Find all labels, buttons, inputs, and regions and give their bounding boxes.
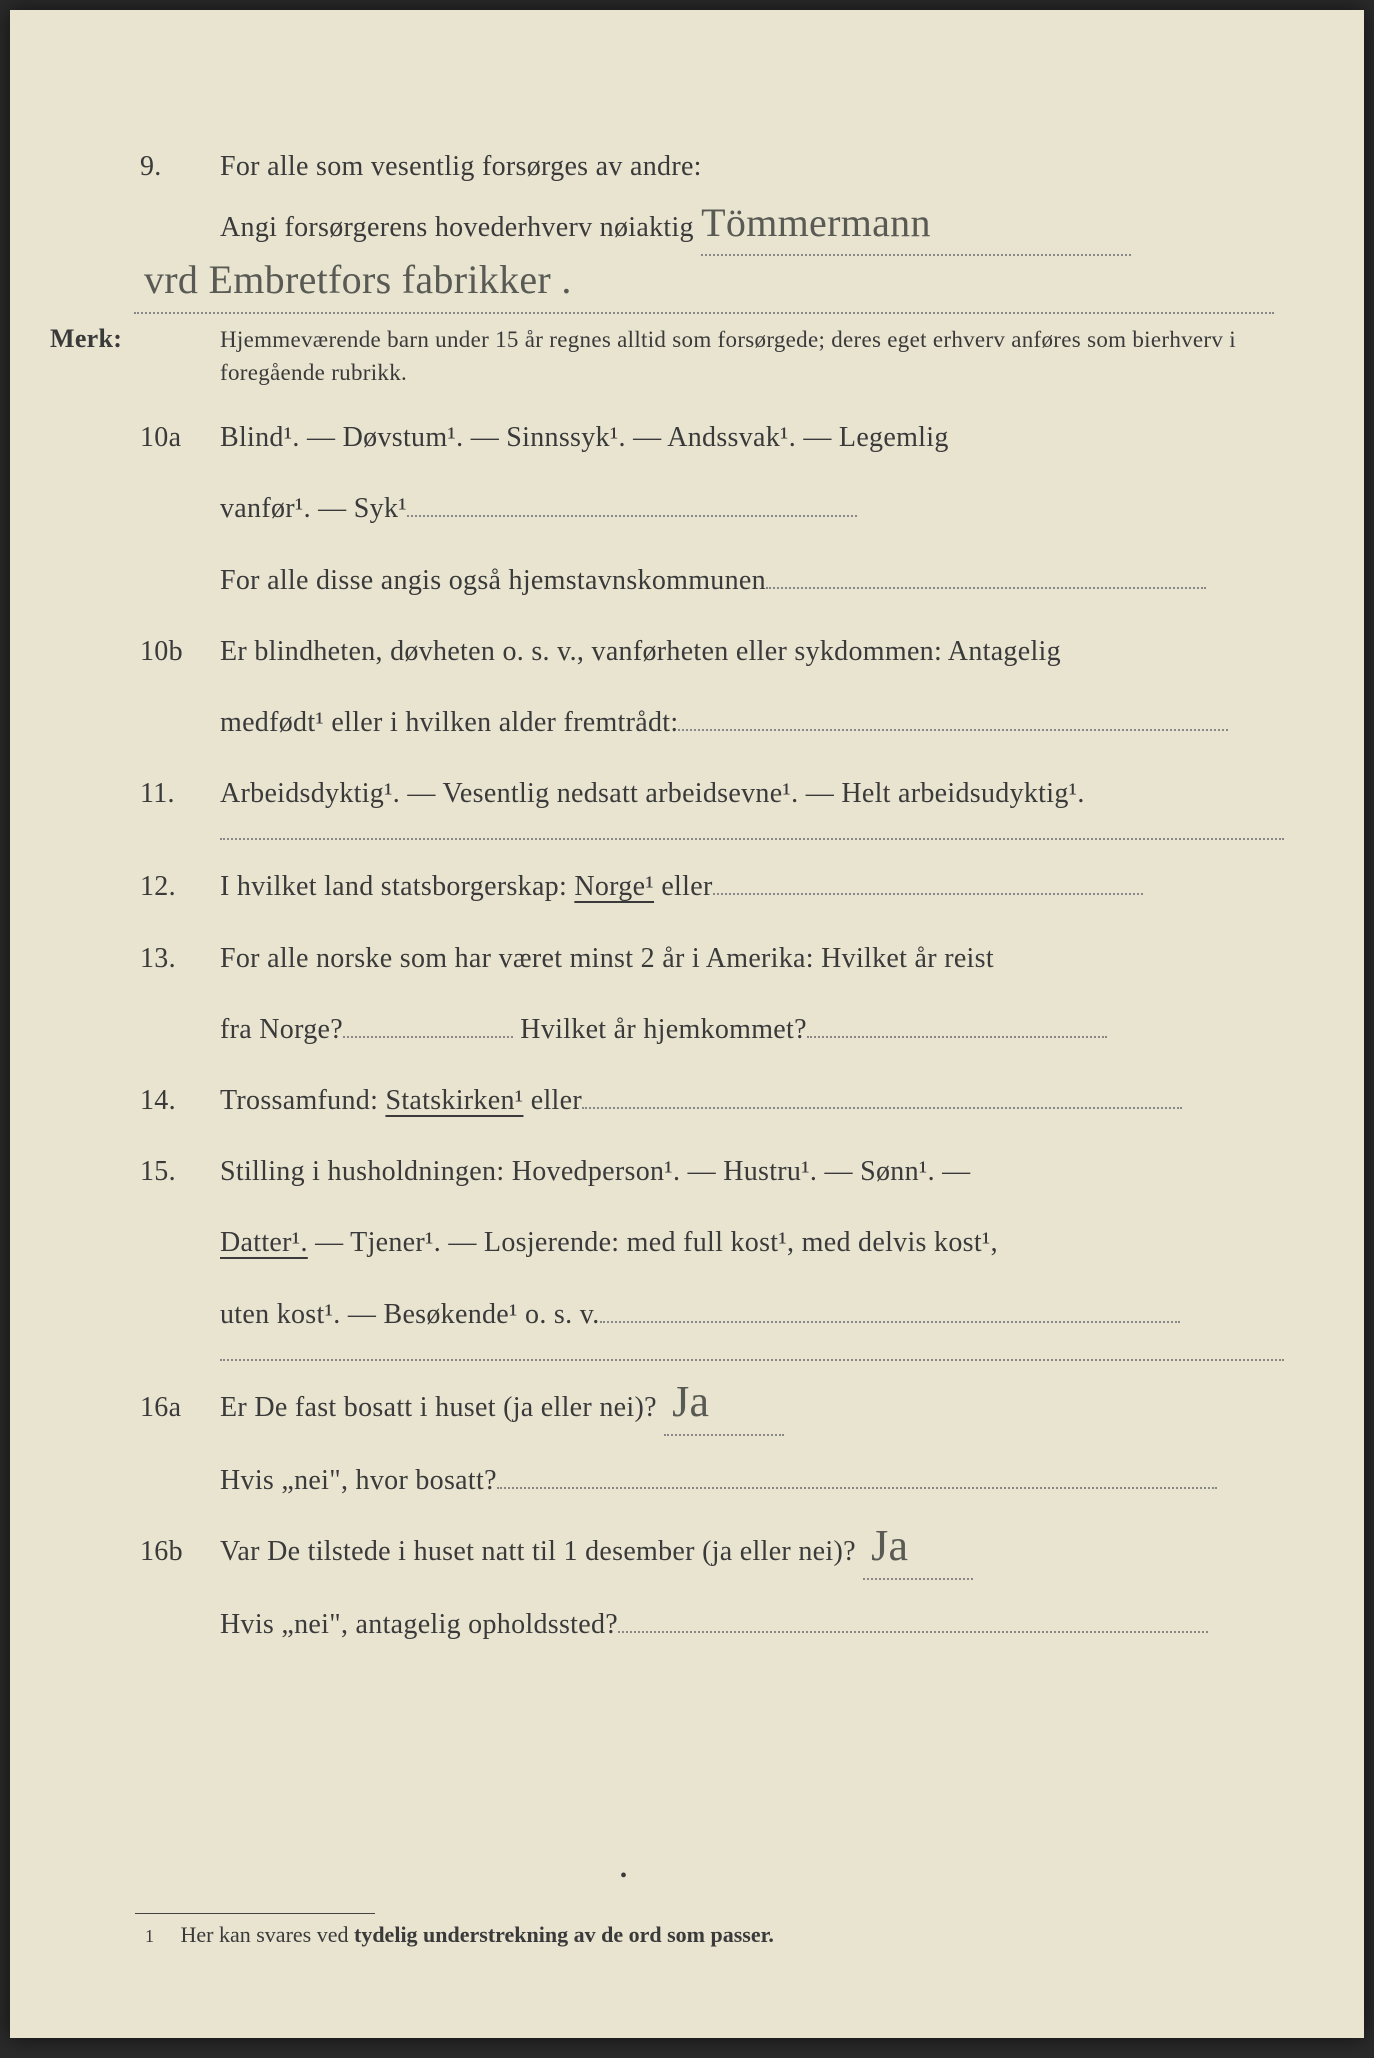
- footnote-block: 1 Her kan svares ved tydelig understrekn…: [50, 1883, 1284, 1948]
- q10b-line1: Er blindheten, døvheten o. s. v., vanfør…: [220, 625, 1284, 678]
- q14-content: Trossamfund: Statskirken¹ eller: [220, 1074, 1284, 1127]
- q16a-hand: Ja: [664, 1384, 709, 1419]
- q16a-row2: Hvis „nei", hvor bosatt?: [140, 1454, 1284, 1507]
- q15-row3: uten kost¹. — Besøkende¹ o. s. v.: [140, 1288, 1284, 1341]
- q12-number: 12.: [140, 860, 220, 913]
- q16a-fill: Ja: [664, 1381, 784, 1436]
- q16b-fill: Ja: [863, 1525, 973, 1580]
- q13-row2: fra Norge? Hvilket år hjemkommet?: [140, 1003, 1284, 1056]
- q9-line1: For alle som vesentlig forsørges av andr…: [220, 140, 1284, 193]
- q9-number: 9.: [140, 140, 220, 193]
- q16a-line2: Hvis „nei", hvor bosatt?: [220, 1454, 1284, 1507]
- q10b-row2: medfødt¹ eller i hvilken alder fremtrådt…: [140, 696, 1284, 749]
- divider-1: [220, 838, 1284, 840]
- merk-text: Hjemmeværende barn under 15 år regnes al…: [140, 323, 1284, 390]
- q10a-row2: vanfør¹. — Syk¹: [140, 482, 1284, 535]
- q15-row2: Datter¹. — Tjener¹. — Losjerende: med fu…: [140, 1216, 1284, 1269]
- q11-text: Arbeidsdyktig¹. — Vesentlig nedsatt arbe…: [220, 767, 1284, 820]
- q9-row1: 9. For alle som vesentlig forsørges av a…: [140, 140, 1284, 193]
- q10b-number: 10b: [140, 625, 220, 678]
- q12-row: 12. I hvilket land statsborgerskap: Norg…: [140, 860, 1284, 913]
- q9-row2: Angi forsørgerens hovederhverv nøiaktig …: [140, 201, 1284, 256]
- q15-line1: Stilling i husholdningen: Hovedperson¹. …: [220, 1145, 1284, 1198]
- q9-hand2: vrd Embretfors fabrikker .: [134, 264, 572, 296]
- q16b-line2: Hvis „nei", antagelig opholdssted?: [220, 1598, 1284, 1651]
- q10b-row1: 10b Er blindheten, døvheten o. s. v., va…: [140, 625, 1284, 678]
- q15-row1: 15. Stilling i husholdningen: Hovedperso…: [140, 1145, 1284, 1198]
- q13-number: 13.: [140, 932, 220, 985]
- q15-selected: Datter¹.: [220, 1227, 308, 1258]
- q14-selected: Statskirken¹: [385, 1085, 523, 1116]
- q14-row: 14. Trossamfund: Statskirken¹ eller: [140, 1074, 1284, 1127]
- q15-line2: Datter¹. — Tjener¹. — Losjerende: med fu…: [220, 1216, 1284, 1269]
- q10a-row1: 10a Blind¹. — Døvstum¹. — Sinnssyk¹. — A…: [140, 411, 1284, 464]
- q15-line3: uten kost¹. — Besøkende¹ o. s. v.: [220, 1288, 1284, 1341]
- q16b-line1: Var De tilstede i huset natt til 1 desem…: [220, 1525, 1284, 1580]
- q12-selected: Norge¹: [574, 871, 654, 902]
- q10a-opts: Blind¹. — Døvstum¹. — Sinnssyk¹. — Andss…: [220, 411, 1284, 464]
- q16a-row1: 16a Er De fast bosatt i huset (ja eller …: [140, 1381, 1284, 1436]
- q11-number: 11.: [140, 767, 220, 820]
- q9-line3: vrd Embretfors fabrikker .: [134, 258, 1284, 313]
- footnote-text: 1 Her kan svares ved tydelig understrekn…: [145, 1922, 1284, 1948]
- census-form-page: 9. For alle som vesentlig forsørges av a…: [10, 10, 1364, 2038]
- q9-fill1: Tömmermann: [701, 201, 1131, 256]
- q11-row: 11. Arbeidsdyktig¹. — Vesentlig nedsatt …: [140, 767, 1284, 820]
- q16b-row2: Hvis „nei", antagelig opholdssted?: [140, 1598, 1284, 1651]
- q15-number: 15.: [140, 1145, 220, 1198]
- q16b-row1: 16b Var De tilstede i huset natt til 1 d…: [140, 1525, 1284, 1580]
- q9-fill2: vrd Embretfors fabrikker .: [134, 258, 1274, 313]
- merk-row: Merk: Hjemmeværende barn under 15 år reg…: [140, 320, 1284, 390]
- divider-2: [220, 1359, 1284, 1361]
- q10a-line3: For alle disse angis også hjemstavnskomm…: [220, 554, 1284, 607]
- q10a-opts2: vanfør¹. — Syk¹: [220, 482, 1284, 535]
- q10a-number: 10a: [140, 411, 220, 464]
- q16a-line1: Er De fast bosatt i huset (ja eller nei)…: [220, 1381, 1284, 1436]
- q12-content: I hvilket land statsborgerskap: Norge¹ e…: [220, 860, 1284, 913]
- q13-line1: For alle norske som har været minst 2 år…: [220, 932, 1284, 985]
- q9-hand1: Tömmermann: [701, 207, 931, 239]
- q14-number: 14.: [140, 1074, 220, 1127]
- q13-row1: 13. For alle norske som har været minst …: [140, 932, 1284, 985]
- footnote-rule: [135, 1913, 375, 1914]
- q13-line2: fra Norge? Hvilket år hjemkommet?: [220, 1003, 1284, 1056]
- merk-label: Merk:: [50, 320, 140, 358]
- q10a-row3: For alle disse angis også hjemstavnskomm…: [140, 554, 1284, 607]
- q16b-hand: Ja: [863, 1528, 908, 1563]
- q9-row3: vrd Embretfors fabrikker .: [140, 258, 1284, 313]
- q9-line2: Angi forsørgerens hovederhverv nøiaktig …: [220, 201, 1284, 256]
- q16b-number: 16b: [140, 1525, 220, 1578]
- q10b-line2: medfødt¹ eller i hvilken alder fremtrådt…: [220, 696, 1284, 749]
- q16a-number: 16a: [140, 1381, 220, 1434]
